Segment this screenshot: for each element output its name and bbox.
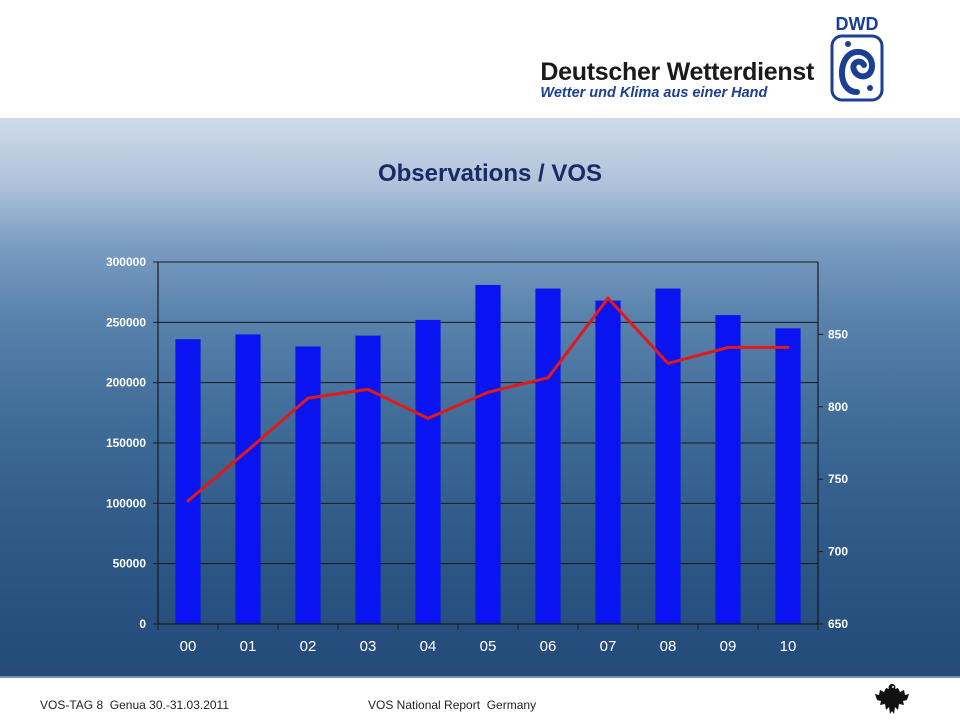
x-tick-label-10: 10: [780, 638, 797, 655]
y-right-tick-label: 750: [828, 472, 848, 486]
x-tick-label-02: 02: [300, 638, 317, 655]
x-tick-label-06: 06: [540, 638, 557, 655]
x-tick-label-01: 01: [240, 638, 257, 655]
x-tick-label-05: 05: [480, 638, 497, 655]
y-left-tick-label: 150000: [106, 436, 146, 450]
bar-04: [415, 319, 441, 624]
logo-text: Deutscher Wetterdienst Wetter und Klima …: [540, 58, 814, 101]
bar-10: [775, 328, 801, 624]
y-right-tick-label: 700: [828, 545, 848, 559]
line-point-00: [186, 499, 190, 503]
bar-01: [235, 334, 261, 624]
header: DWD Deutscher Wetterdienst Wetter und Kl…: [0, 0, 960, 118]
chart-bars: [175, 284, 801, 624]
bar-03: [355, 335, 381, 624]
y-left-tick-label: 50000: [113, 557, 147, 571]
y-right-tick-label: 800: [828, 400, 848, 414]
bar-06: [535, 288, 561, 624]
bar-07: [595, 300, 621, 624]
bar-02: [295, 346, 321, 624]
footer-event: VOS-TAG 8 Genua 30.-31.03.2011: [40, 698, 229, 712]
x-tick-label-07: 07: [600, 638, 617, 655]
bar-08: [655, 288, 681, 624]
x-tick-label-04: 04: [420, 638, 437, 655]
line-point-02: [306, 396, 310, 400]
y-left-tick-label: 250000: [106, 315, 146, 329]
logo-name: Deutscher Wetterdienst: [540, 58, 814, 86]
y-left-tick-label: 0: [139, 617, 146, 631]
line-point-08: [666, 361, 670, 365]
logo-slogan: Wetter und Klima aus einer Hand: [540, 85, 768, 101]
line-point-07: [606, 296, 610, 300]
chart-title: Observations / VOS: [377, 160, 603, 187]
chart-axes: [153, 261, 823, 630]
line-point-05: [486, 390, 490, 394]
line-point-04: [426, 416, 430, 420]
x-tick-label-09: 09: [720, 638, 737, 655]
line-point-03: [366, 387, 370, 391]
bar-00: [175, 339, 201, 624]
bar-05: [475, 284, 501, 624]
dwd-logo-abbrev: DWD: [836, 14, 879, 34]
dwd-logo-icon: DWD: [830, 14, 884, 102]
y-left-tick-label: 300000: [106, 255, 146, 269]
chart-tick-labels: 0 50000 100000 150000 200000 250000 300000 650 7…: [106, 255, 848, 655]
line-point-09: [726, 345, 730, 349]
x-tick-label-08: 08: [660, 638, 677, 655]
line-point-01: [246, 448, 250, 452]
y-left-tick-label: 200000: [106, 376, 146, 390]
footer-report-title: VOS National Report Germany: [368, 698, 537, 712]
x-tick-label-03: 03: [360, 638, 377, 655]
x-tick-label-00: 00: [180, 638, 197, 655]
bar-09: [715, 315, 741, 624]
footer-divider: [0, 676, 960, 678]
line-point-10: [786, 345, 790, 349]
y-left-tick-label: 100000: [106, 496, 146, 510]
y-right-tick-label: 650: [828, 617, 848, 631]
chart-line: [186, 296, 790, 503]
federal-eagle-icon: [875, 684, 909, 714]
y-right-tick-label: 850: [828, 327, 848, 341]
line-point-06: [546, 376, 550, 380]
footer: VOS-TAG 8 Genua 30.-31.03.2011 VOS Natio…: [0, 676, 960, 720]
